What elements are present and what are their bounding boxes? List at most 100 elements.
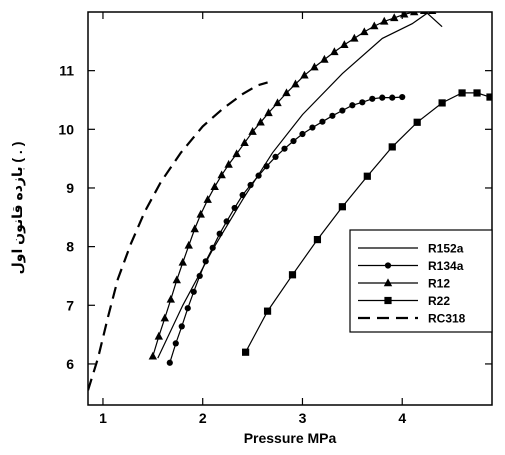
data-point (379, 94, 386, 101)
y-tick-label: 6 (66, 356, 74, 372)
data-point (224, 159, 233, 168)
data-point (339, 107, 346, 114)
data-point (329, 112, 336, 119)
data-point (419, 12, 429, 15)
data-point (172, 275, 181, 284)
data-point (409, 12, 419, 16)
legend-label: R152a (428, 242, 464, 256)
legend-label: R22 (428, 294, 450, 308)
y-tick-label: 9 (66, 180, 74, 196)
data-point (263, 163, 270, 170)
data-point (310, 62, 319, 71)
data-point (288, 271, 297, 279)
x-tick-label: 4 (398, 410, 406, 426)
legend-label: RC318 (428, 312, 466, 326)
data-point (247, 181, 254, 189)
data-point (196, 272, 203, 280)
data-point (281, 145, 288, 152)
data-point (458, 89, 466, 97)
series-r12 (148, 12, 437, 360)
legend-label: R134a (428, 259, 464, 273)
data-point (196, 209, 205, 218)
series-r134a (166, 93, 406, 366)
data-point (148, 351, 158, 360)
y-tick-label: 7 (66, 297, 74, 313)
data-point (313, 235, 322, 244)
data-point (216, 230, 223, 237)
data-point (242, 348, 250, 356)
data-point (154, 331, 164, 340)
data-point (210, 182, 219, 190)
data-point (256, 117, 265, 126)
data-point (380, 16, 389, 25)
data-point (438, 99, 446, 107)
x-tick-label: 2 (199, 410, 207, 426)
data-point (400, 12, 409, 18)
data-point (388, 143, 396, 151)
data-point (320, 54, 329, 63)
data-point (282, 88, 291, 97)
data-point (360, 27, 369, 36)
data-point (240, 138, 249, 147)
data-point (231, 204, 238, 212)
data-point (184, 240, 193, 249)
data-point (255, 172, 262, 179)
data-point (184, 305, 191, 312)
data-point (349, 102, 356, 109)
data-point (300, 70, 309, 79)
data-point (350, 33, 359, 42)
data-point (190, 224, 199, 233)
legend-entry: R152a (358, 242, 464, 256)
data-point (203, 195, 212, 203)
data-point (413, 118, 421, 126)
data-point (473, 89, 481, 97)
legend-entry: R12 (358, 277, 450, 291)
legend-box (349, 229, 493, 333)
data-point (166, 294, 175, 303)
data-point (232, 149, 241, 158)
data-point (217, 170, 226, 179)
data-point (172, 340, 179, 347)
data-point (390, 13, 399, 22)
legend-entries: R152a R134a R12 R22 RC318 (358, 242, 466, 326)
data-point (363, 172, 371, 180)
data-point (340, 40, 349, 49)
data-point (264, 108, 273, 117)
data-point (160, 313, 170, 322)
series-line (88, 81, 268, 391)
data-point (291, 79, 300, 88)
data-point (272, 153, 279, 160)
data-point (319, 118, 326, 125)
data-point (338, 203, 346, 211)
series-rc318 (88, 81, 268, 391)
x-axis-title: Pressure MPa (244, 430, 337, 446)
data-point (486, 93, 492, 101)
data-point (190, 288, 197, 295)
legend-marker (384, 296, 392, 305)
data-point (299, 130, 306, 138)
data-point (290, 137, 297, 145)
data-point (263, 307, 272, 315)
series-r22 (242, 89, 492, 356)
y-tick-label: 11 (59, 63, 74, 79)
y-tick-label: 10 (58, 121, 74, 137)
y-axis-title: بازده قانون اول ( . ) (9, 142, 26, 275)
axis-ticks: 1 2 3 4 6 7 8 9 10 11 (58, 12, 492, 426)
legend-entry: R22 (358, 294, 450, 308)
data-point (248, 127, 257, 135)
data-point (389, 94, 396, 101)
legend-label: R12 (428, 277, 450, 291)
data-point (202, 258, 209, 265)
data-point (330, 47, 339, 56)
data-point (359, 99, 366, 106)
series-layer (88, 12, 492, 391)
data-point (223, 218, 230, 225)
data-point (427, 12, 437, 15)
data-point (178, 323, 185, 330)
data-point (399, 93, 406, 101)
legend-marker (383, 278, 393, 287)
data-point (239, 191, 246, 199)
data-point (370, 21, 379, 30)
